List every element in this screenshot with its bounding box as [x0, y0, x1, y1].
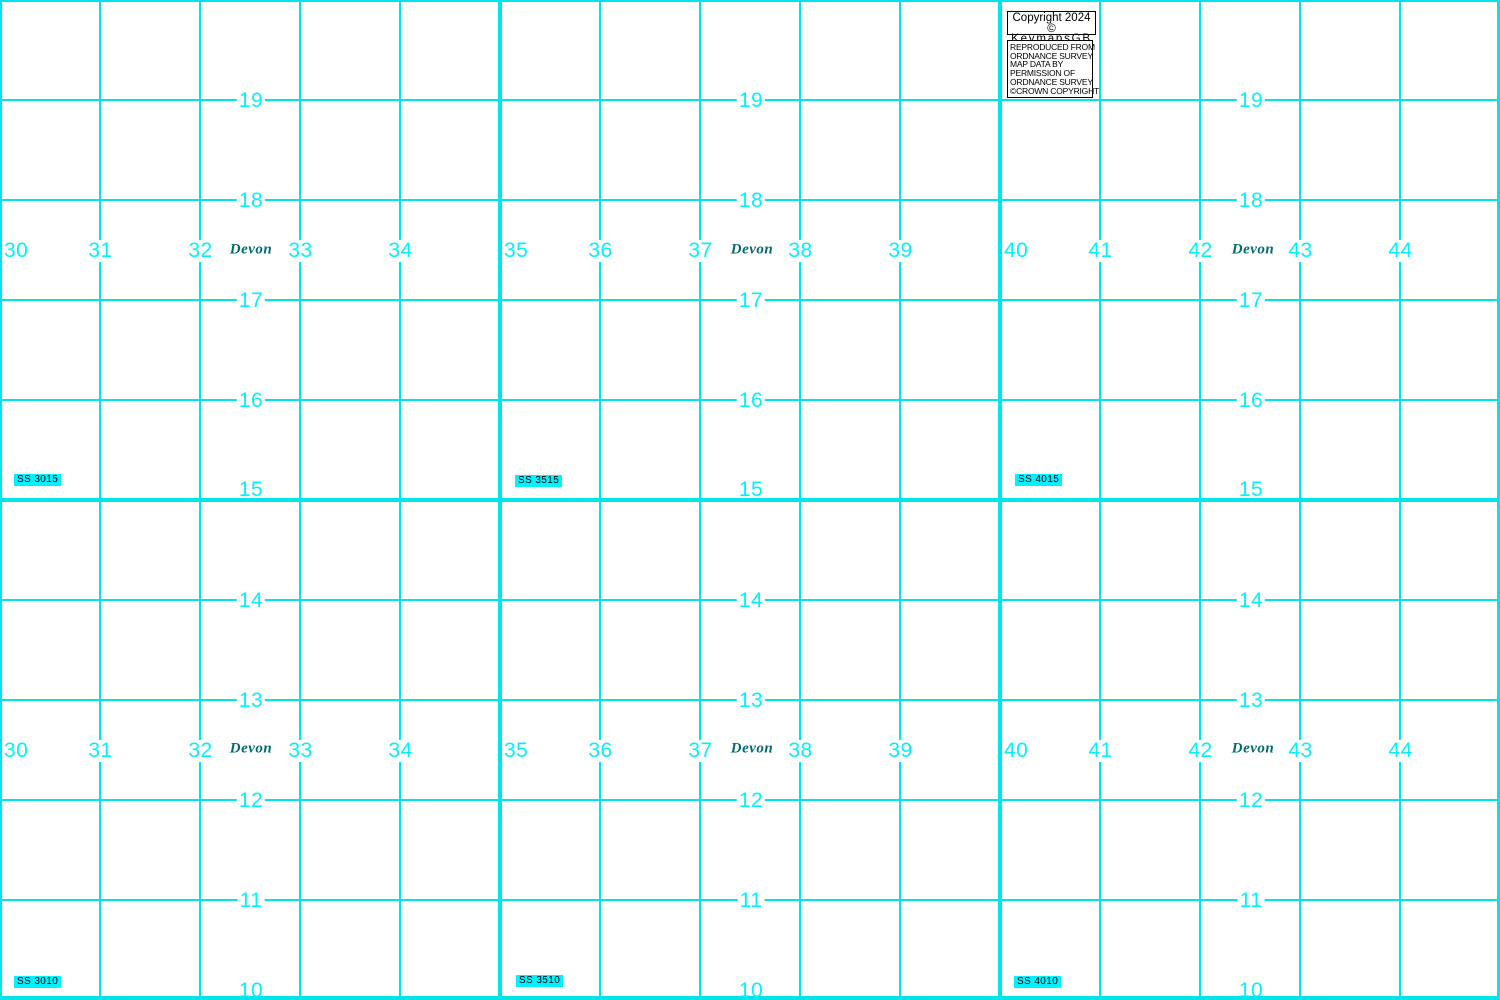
easting-label: 40 [1004, 238, 1029, 262]
easting-label: 41 [1086, 238, 1115, 262]
grid-square-label: SS 3010 [14, 976, 62, 988]
northing-label: 18 [736, 188, 766, 212]
copyright-line2: KeymapsGB [1011, 33, 1092, 45]
easting-label: 42 [1186, 238, 1215, 262]
grid-line-horizontal-major [0, 498, 1500, 502]
os-notice-line: PERMISSION OF [1010, 68, 1075, 79]
northing-label: 16 [1236, 388, 1266, 412]
northing-label: 16 [736, 388, 766, 412]
easting-label: 38 [786, 238, 815, 262]
northing-label: 13 [736, 688, 766, 712]
northing-label: 13 [1236, 688, 1266, 712]
easting-label: 31 [86, 739, 115, 762]
northing-label: 12 [1236, 788, 1266, 812]
northing-label: 11 [237, 888, 265, 912]
county-label: Devon [1231, 241, 1275, 258]
county-label: Devon [229, 241, 273, 258]
easting-label: 39 [886, 238, 915, 262]
northing-label: 10 [238, 979, 264, 1000]
easting-label: 34 [386, 238, 415, 262]
grid-square-label: SS 3015 [14, 474, 62, 486]
northing-label: 17 [736, 288, 766, 312]
northing-label: 17 [236, 288, 266, 312]
easting-label: 37 [686, 238, 715, 262]
easting-label: 32 [186, 739, 215, 762]
northing-label: 18 [1236, 188, 1266, 212]
easting-label: 31 [86, 238, 115, 262]
easting-label: 41 [1086, 739, 1115, 762]
copyright-line1: Copyright 2024 © [1012, 12, 1091, 35]
county-label: Devon [229, 740, 273, 757]
easting-label: 44 [1386, 739, 1415, 762]
grid-square-label: SS 3510 [516, 975, 564, 987]
northing-label: 14 [236, 588, 266, 612]
northing-label: 14 [1236, 588, 1266, 612]
easting-label: 33 [286, 739, 315, 762]
northing-label: 10 [1238, 979, 1264, 1000]
grid-square-label: SS 4015 [1015, 474, 1063, 486]
easting-label: 43 [1286, 739, 1315, 762]
northing-label: 15 [1238, 478, 1264, 501]
northing-label: 17 [1236, 288, 1266, 312]
grid-line-horizontal-major [0, 0, 1500, 2]
grid-square-label: SS 4010 [1014, 976, 1062, 988]
northing-label: 19 [1236, 88, 1266, 112]
easting-label: 35 [504, 739, 529, 762]
easting-label: 35 [504, 238, 529, 262]
easting-label: 42 [1186, 739, 1215, 762]
northing-label: 14 [736, 588, 766, 612]
county-label: Devon [1231, 740, 1275, 757]
copyright-box: Copyright 2024 © KeymapsGB [1007, 11, 1096, 44]
os-notice-box: REPRODUCED FROM ORDNANCE SURVEY MAP DATA… [1007, 40, 1100, 98]
easting-label: 43 [1286, 238, 1315, 262]
os-notice-line: REPRODUCED FROM [1010, 42, 1095, 52]
grid-line-horizontal-major [0, 996, 1500, 1000]
easting-label: 30 [2, 739, 31, 762]
northing-label: 13 [236, 688, 266, 712]
grid-square-label: SS 3515 [515, 475, 563, 487]
easting-label: 33 [286, 238, 315, 262]
county-label: Devon [730, 740, 774, 757]
os-notice-line: ORDNANCE SURVEY [1010, 76, 1093, 87]
os-notice-line: ©CROWN COPYRIGHT [1010, 85, 1100, 96]
easting-label: 39 [886, 739, 915, 762]
easting-label: 44 [1386, 238, 1415, 262]
northing-label: 11 [1237, 888, 1265, 912]
easting-label: 34 [386, 739, 415, 762]
os-notice-line: ORDNANCE SURVEY [1010, 50, 1093, 61]
easting-label: 32 [186, 238, 215, 262]
easting-label: 36 [586, 739, 615, 762]
easting-label: 36 [586, 238, 615, 262]
easting-label: 38 [786, 739, 815, 762]
northing-label: 19 [236, 88, 266, 112]
easting-label: 40 [1004, 739, 1029, 762]
county-label: Devon [730, 241, 774, 258]
northing-label: 18 [236, 188, 266, 212]
northing-label: 12 [236, 788, 266, 812]
northing-label: 15 [738, 478, 764, 501]
northing-label: 15 [238, 478, 264, 501]
easting-label: 30 [2, 238, 31, 262]
northing-label: 16 [236, 388, 266, 412]
northing-label: 19 [736, 88, 766, 112]
easting-label: 37 [686, 739, 715, 762]
northing-label: 12 [736, 788, 766, 812]
northing-label: 11 [737, 888, 765, 912]
northing-label: 10 [738, 979, 764, 1000]
os-notice-line: MAP DATA BY [1010, 59, 1064, 70]
